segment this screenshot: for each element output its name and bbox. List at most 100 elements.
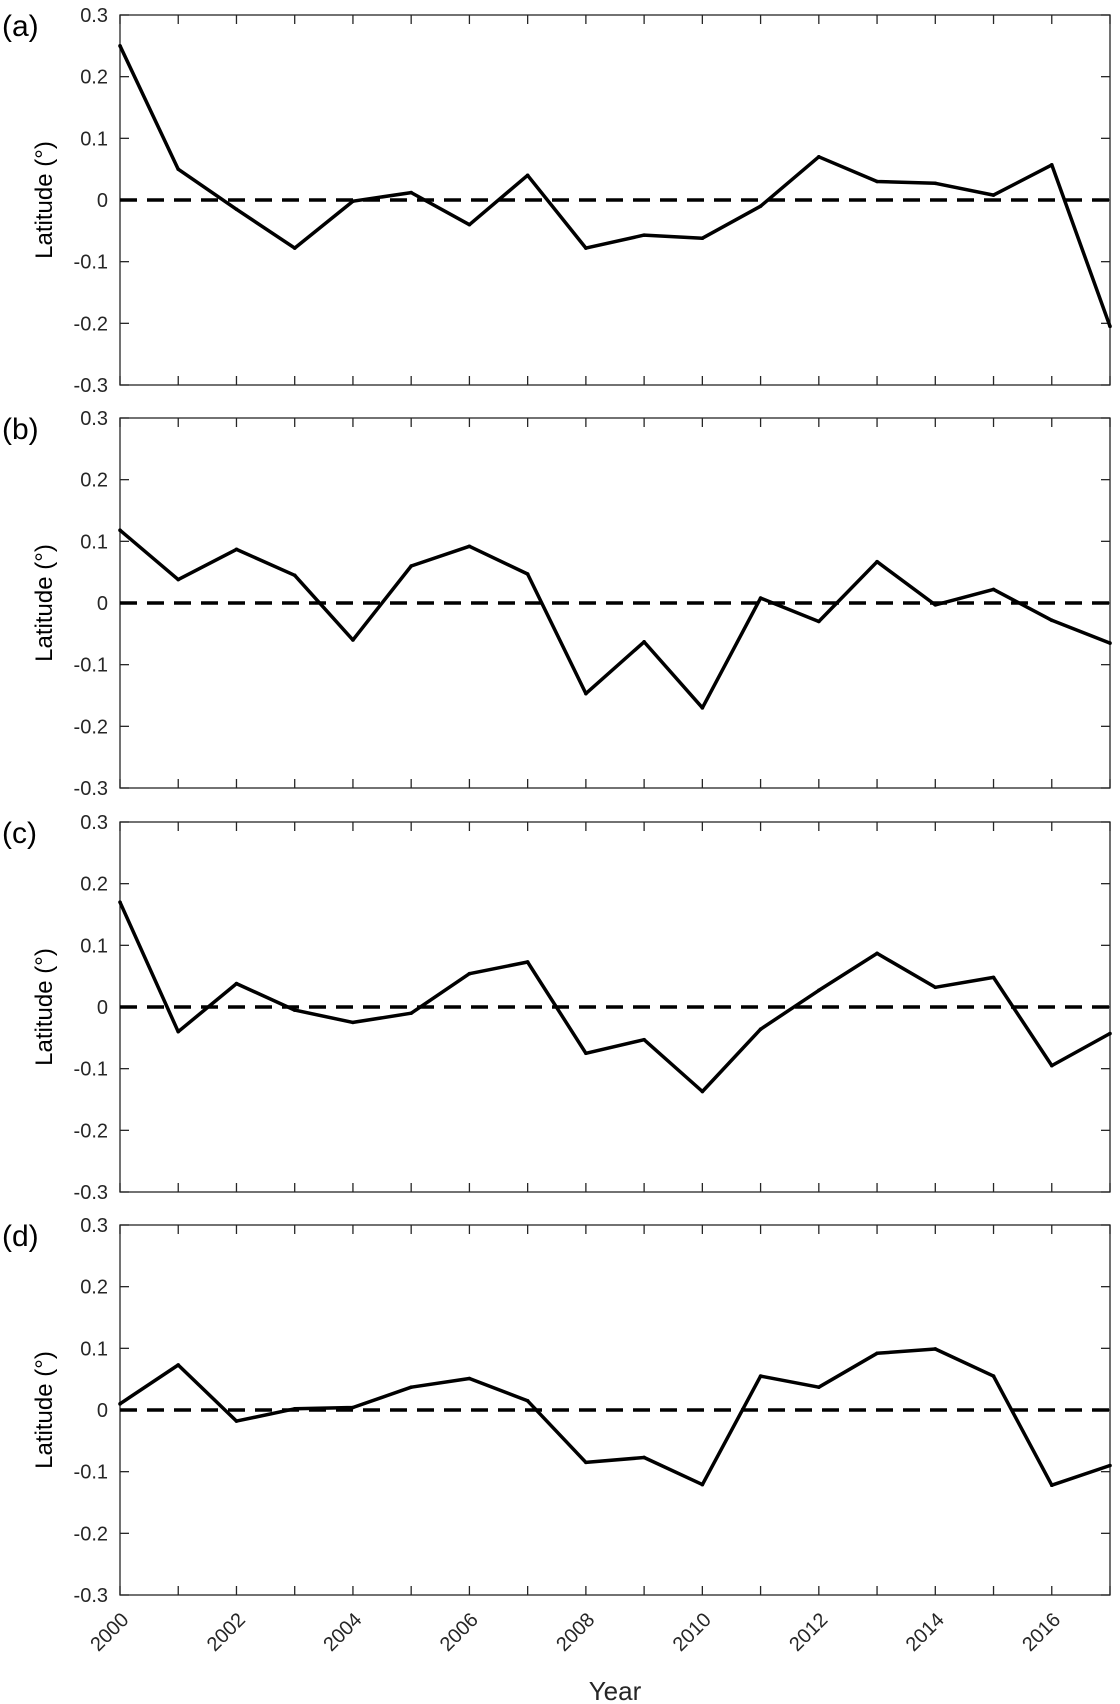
data-point (991, 193, 996, 197)
data-point (234, 1419, 239, 1423)
data-point (118, 528, 122, 533)
data-point (758, 1374, 763, 1378)
y-tick-label: -0.1 (74, 655, 108, 677)
panel-label: (c) (2, 817, 37, 850)
data-point (292, 1008, 297, 1012)
x-tick-label: 2002 (203, 1609, 250, 1656)
data-point (1108, 1031, 1112, 1036)
data-point (700, 1089, 705, 1094)
data-point (991, 975, 996, 980)
y-tick-label: -0.1 (74, 1462, 108, 1484)
x-tick-label: 2010 (669, 1609, 716, 1656)
data-point (991, 587, 996, 592)
data-point (234, 981, 239, 986)
y-tick-label: -0.2 (74, 313, 108, 335)
y-tick-label: -0.2 (74, 716, 108, 738)
data-point (584, 246, 588, 250)
y-tick-label: 0.3 (80, 408, 108, 430)
panel-label: (a) (2, 10, 39, 43)
y-tick-label: 0.1 (80, 531, 108, 553)
data-point (467, 1376, 472, 1381)
data-point (933, 603, 938, 607)
y-tick-label: 0 (97, 1400, 108, 1422)
y-tick-label: 0 (97, 593, 108, 615)
y-tick-label: 0.1 (80, 128, 108, 150)
data-point (525, 572, 530, 576)
data-point (584, 691, 588, 696)
y-axis-label: Latitude (°) (31, 948, 58, 1066)
data-point (525, 173, 530, 178)
y-tick-label: 0 (97, 997, 108, 1019)
y-tick-label: 0.2 (80, 67, 108, 89)
data-point (467, 222, 472, 227)
data-point (933, 181, 938, 186)
data-point (875, 951, 879, 956)
data-point (933, 985, 938, 990)
x-tick-label: 2008 (552, 1609, 599, 1656)
data-point (1108, 1463, 1112, 1468)
x-tick-label: 2006 (436, 1609, 483, 1656)
data-point (642, 640, 646, 644)
x-axis-label: Year (589, 1676, 642, 1704)
y-tick-label: 0.2 (80, 470, 108, 492)
series-line (119, 1347, 1111, 1487)
y-tick-label: -0.3 (74, 375, 108, 397)
data-point (234, 547, 239, 552)
data-point (409, 564, 413, 568)
x-tick-label: 2012 (785, 1609, 832, 1656)
x-tick-label: 2016 (1018, 1609, 1065, 1656)
x-tick-label: 2000 (86, 1609, 133, 1656)
data-point (875, 559, 879, 564)
data-point (351, 1020, 355, 1025)
data-point (467, 971, 472, 976)
data-point (351, 638, 355, 642)
data-point (118, 44, 122, 48)
panel-b: 0.3 0.2 0.1 0 -0.1 -0.2 -0.3 Latitude (°) (b) (2, 408, 1112, 800)
y-tick-label: 0.2 (80, 1277, 108, 1299)
panel-label: (d) (2, 1220, 39, 1253)
data-point (1049, 1063, 1054, 1068)
y-tick-label: -0.3 (74, 1182, 108, 1204)
data-point (1108, 641, 1112, 645)
data-point (118, 1402, 122, 1406)
data-point (642, 1455, 646, 1460)
panel-label: (b) (2, 413, 39, 446)
data-point (234, 207, 239, 212)
data-point (817, 1385, 821, 1389)
y-tick-label: 0.2 (80, 874, 108, 896)
y-axis-label: Latitude (°) (31, 141, 58, 259)
data-point (176, 1029, 181, 1034)
data-point (409, 1011, 413, 1015)
data-point (176, 577, 181, 582)
y-axis-label: Latitude (°) (31, 1351, 58, 1469)
panel-c: 0.3 0.2 0.1 0 -0.1 -0.2 -0.3 Latitude (°) (c) (2, 812, 1112, 1204)
data-point (758, 204, 763, 208)
y-tick-label: -0.1 (74, 252, 108, 274)
data-point (700, 706, 705, 710)
y-tick-label: 0.1 (80, 1338, 108, 1360)
data-point (700, 236, 705, 241)
data-point (875, 1351, 879, 1356)
data-point (758, 596, 763, 600)
data-point (991, 1374, 996, 1378)
x-tick-label: 2014 (902, 1609, 949, 1656)
data-point (817, 988, 821, 993)
data-point (176, 1363, 181, 1367)
series-line (118, 528, 1111, 710)
y-tick-label: 0.3 (80, 5, 108, 27)
data-point (817, 155, 821, 159)
y-tick-label: 0.3 (80, 1215, 108, 1237)
y-tick-label: -0.2 (74, 1523, 108, 1545)
data-point (933, 1347, 938, 1351)
y-tick-label: -0.2 (74, 1120, 108, 1142)
y-tick-label: -0.3 (74, 1585, 108, 1607)
data-point (292, 573, 297, 578)
series-line (118, 45, 1112, 327)
data-point (351, 199, 355, 204)
data-point (642, 233, 646, 237)
y-tick-label: 0 (97, 190, 108, 212)
y-tick-label: 0.3 (80, 812, 108, 834)
data-point (1049, 163, 1054, 167)
data-point (409, 190, 413, 195)
